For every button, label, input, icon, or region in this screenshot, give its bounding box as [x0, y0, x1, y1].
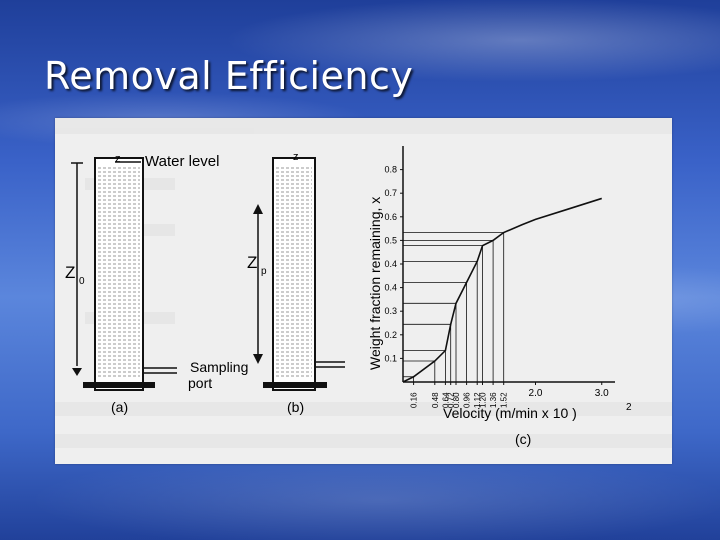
x-tick-label: 1.20 — [479, 392, 488, 408]
y-tick-label: 0.4 — [384, 283, 397, 293]
slide-title: Removal Efficiency — [44, 54, 414, 98]
caption-a: (a) — [111, 399, 128, 415]
settling-curve — [402, 197, 602, 383]
column-b-base — [263, 382, 327, 388]
x-tick-label: 0.72 — [447, 392, 456, 408]
x-tick-label: 0.96 — [463, 392, 472, 408]
x-tick-label: 0.48 — [431, 392, 440, 408]
y-tick-label: 0.8 — [384, 165, 397, 175]
x-tick-label: 2.0 — [529, 388, 543, 399]
port-label: port — [188, 375, 212, 391]
figure-svg: z Water level Z 0 Sampling port (a) z Z … — [55, 118, 672, 448]
x-tick-label: 0.64 — [441, 392, 450, 408]
y-tick-label: 0.1 — [384, 353, 397, 363]
x-tick-label: 1.36 — [489, 392, 498, 408]
x-tick-label: 0.16 — [410, 392, 419, 408]
figure-panel: z Water level Z 0 Sampling port (a) z Z … — [55, 118, 672, 464]
x-tick-label: 1.12 — [473, 392, 482, 408]
column-a — [71, 157, 177, 391]
settling-chart: 0.10.20.30.40.40.50.60.70.80.16 0.48 0.640… — [384, 146, 615, 408]
y-tick-label: 0.5 — [384, 235, 397, 245]
depth-symbol-b: Z — [247, 253, 257, 272]
caption-c: (c) — [515, 431, 531, 447]
x-tick-label: 3.0 — [595, 388, 609, 399]
caption-b: (b) — [287, 399, 304, 415]
column-b-top-symbol: z — [293, 151, 299, 163]
sampling-label: Sampling — [190, 359, 248, 375]
column-b-water — [276, 167, 312, 377]
depth-subscript-b: p — [261, 266, 267, 277]
chart-xlabel-superscript: 2 — [626, 402, 632, 413]
y-tick-label: 0.7 — [384, 188, 397, 198]
y-tick-label: 0.4 — [384, 259, 397, 269]
x-tick-label: 0.80 — [452, 392, 461, 408]
column-a-top-symbol: z — [115, 153, 121, 165]
y-tick-label: 0.6 — [384, 212, 397, 222]
y-tick-label: 0.3 — [384, 306, 397, 316]
column-b — [253, 157, 345, 391]
depth-symbol-a: Z — [65, 263, 75, 282]
column-a-water — [98, 167, 140, 377]
x-tick-label: 1.52 — [500, 392, 509, 408]
y-tick-label: 0.2 — [384, 330, 397, 340]
column-a-base — [83, 382, 155, 388]
chart-xlabel: Velocity (m/min x 10 ) — [443, 405, 577, 421]
water-level-label: Water level — [145, 153, 219, 170]
chart-ylabel: Weight fraction remaining, x — [367, 197, 383, 370]
depth-subscript-a: 0 — [79, 276, 85, 287]
